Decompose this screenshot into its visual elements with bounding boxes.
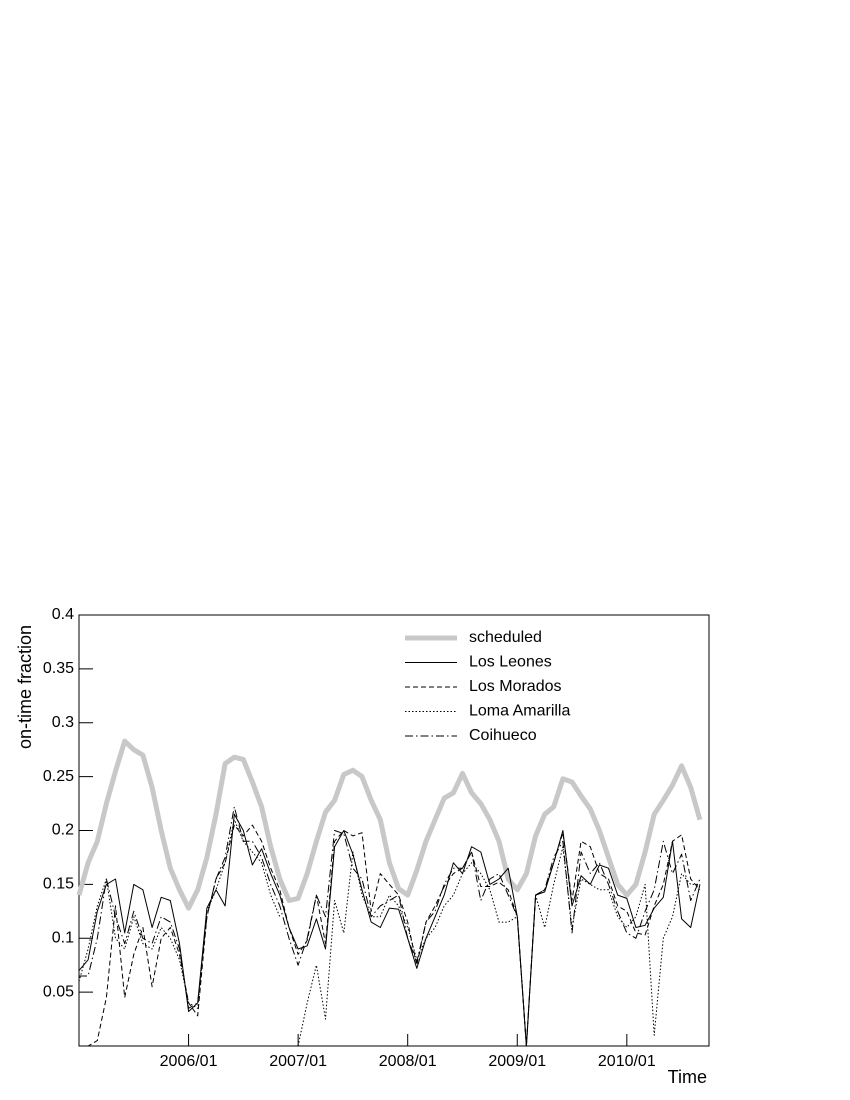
x-tick-label: 2008/01: [379, 1053, 437, 1070]
legend-label: Loma Amarilla: [469, 703, 570, 720]
y-tick-label: 0.15: [43, 876, 74, 893]
x-tick-label: 2010/01: [598, 1053, 656, 1070]
y-tick-label: 0.05: [43, 983, 74, 1000]
legend-label: scheduled: [469, 629, 542, 646]
legend-label: Los Morados: [469, 678, 562, 695]
y-tick-label: 0.4: [52, 606, 74, 623]
y-tick-label: 0.1: [52, 929, 74, 946]
series-line: [78, 819, 281, 1009]
x-tick-label: 2006/01: [160, 1053, 218, 1070]
x-tick-label: 2009/01: [488, 1053, 546, 1070]
y-tick-label: 0.2: [52, 822, 74, 839]
series-line: [79, 806, 701, 1047]
legend-label: Los Leones: [469, 654, 552, 671]
x-tick-label: 2007/01: [269, 1053, 327, 1070]
y-axis-label: on-time fraction: [15, 625, 35, 749]
y-tick-label: 0.3: [52, 714, 74, 731]
y-tick-label: 0.25: [43, 768, 74, 785]
legend-label: Coihueco: [469, 727, 537, 744]
series-line: [297, 846, 700, 1047]
y-tick-label: 0.35: [43, 660, 74, 677]
plot-frame: [78, 614, 710, 1047]
series-line: [76, 738, 703, 911]
x-axis-label: Time: [668, 1067, 707, 1087]
